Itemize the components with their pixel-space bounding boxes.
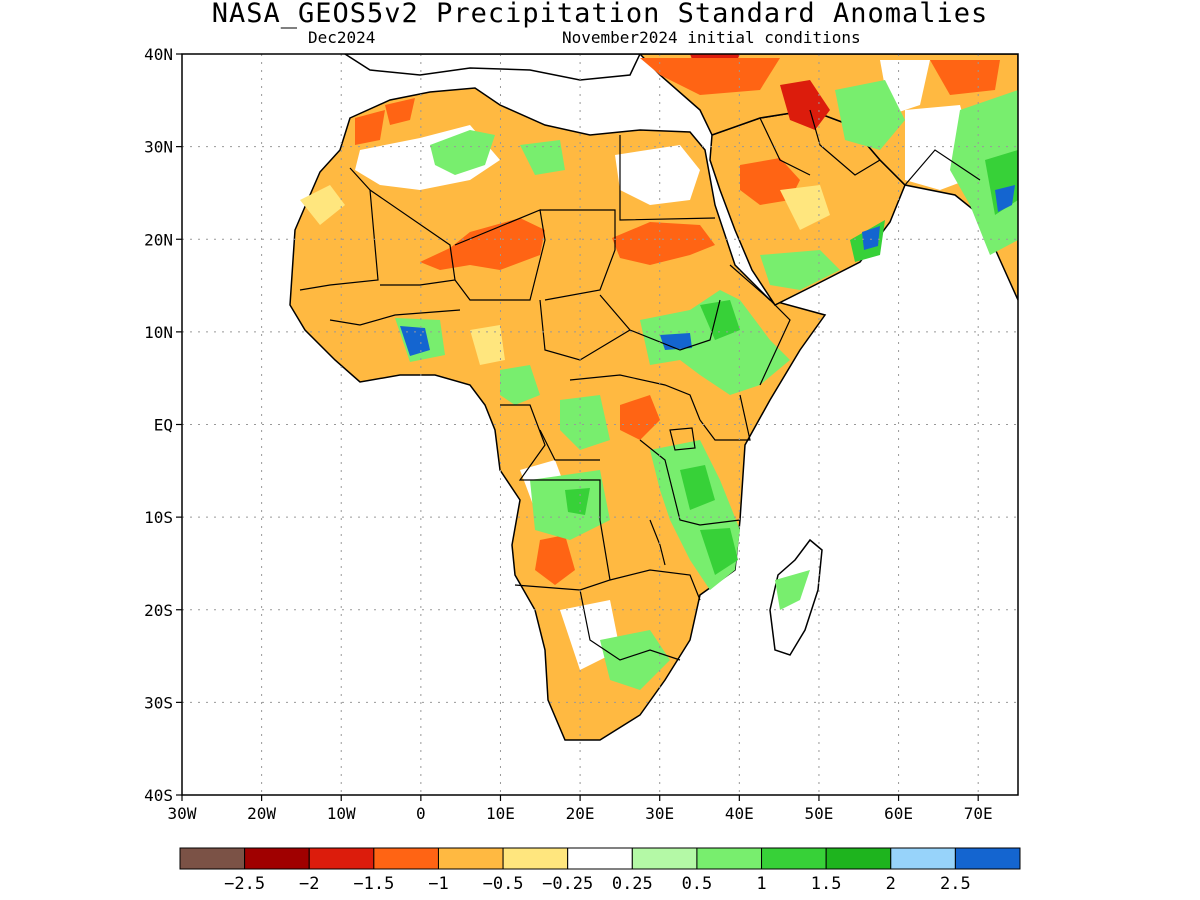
colorbar-label: −0.25 (542, 874, 593, 894)
lon-label: 20E (566, 804, 595, 823)
chart-title: NASA_GEOS5v2 Precipitation Standard Anom… (211, 0, 989, 29)
colorbar-swatch (437, 847, 504, 870)
lat-label: 10S (144, 508, 173, 527)
longitude-labels: 30W 20W 10W 0 10E 20E 30E 40E 50E 60E 70E (168, 795, 993, 823)
colorbar-label: 2.5 (940, 874, 971, 894)
initial-conditions: November2024 initial conditions (562, 28, 861, 47)
lat-label: 20N (144, 230, 173, 249)
lon-label: 70E (964, 804, 993, 823)
colorbar-label: 1.5 (811, 874, 842, 894)
colorbar-label: −2.5 (224, 874, 265, 894)
lon-label: 40E (725, 804, 754, 823)
lat-label: 30S (144, 693, 173, 712)
lon-label: 30E (645, 804, 674, 823)
colorbar-label: −1.5 (353, 874, 394, 894)
colorbar-swatch (373, 847, 439, 870)
colorbar-swatch (308, 847, 375, 870)
lon-label: 20W (247, 804, 276, 823)
lat-label: 40S (144, 786, 173, 805)
colorbar-swatch (567, 847, 633, 870)
lon-label: 50E (804, 804, 833, 823)
lat-label: 20S (144, 601, 173, 620)
colorbar-label: −2 (299, 874, 319, 894)
forecast-month: Dec2024 (308, 28, 376, 47)
colorbar-labels: −2.5 −2 −1.5 −1 −0.5 −0.25 0.25 0.5 1 1.5 2 2.5 (224, 874, 971, 894)
lat-label: 30N (144, 138, 173, 157)
europe-landmass (343, 54, 641, 81)
country-borders (299, 109, 981, 661)
lat-label: 40N (144, 45, 173, 64)
colorbar-swatch (761, 847, 827, 870)
lat-label: EQ (154, 416, 173, 435)
colorbar-swatch (954, 847, 1021, 870)
lon-label: 10E (486, 804, 515, 823)
lon-label: 60E (884, 804, 913, 823)
map-area (289, 54, 1018, 741)
colorbar-label: 1 (756, 874, 766, 894)
latitude-labels: 40N 30N 20N 10N EQ 10S 20S 30S 40S (144, 45, 182, 805)
colorbar-swatch (631, 847, 698, 870)
colorbar (179, 847, 1021, 870)
colorbar-swatch (696, 847, 763, 870)
colorbar-swatch (502, 847, 569, 870)
lat-label: 10N (144, 323, 173, 342)
colorbar-label: 0.5 (682, 874, 713, 894)
colorbar-label: −1 (428, 874, 448, 894)
lon-label: 30W (168, 804, 197, 823)
colorbar-label: 2 (886, 874, 896, 894)
lon-label: 10W (327, 804, 356, 823)
colorbar-label: 0.25 (612, 874, 653, 894)
colorbar-label: −0.5 (483, 874, 524, 894)
colorbar-swatch (890, 847, 956, 870)
graticule (182, 54, 1018, 795)
colorbar-swatch (244, 847, 310, 870)
colorbar-swatch (179, 847, 246, 870)
lon-label: 0 (416, 804, 426, 823)
colorbar-swatch (825, 847, 892, 870)
